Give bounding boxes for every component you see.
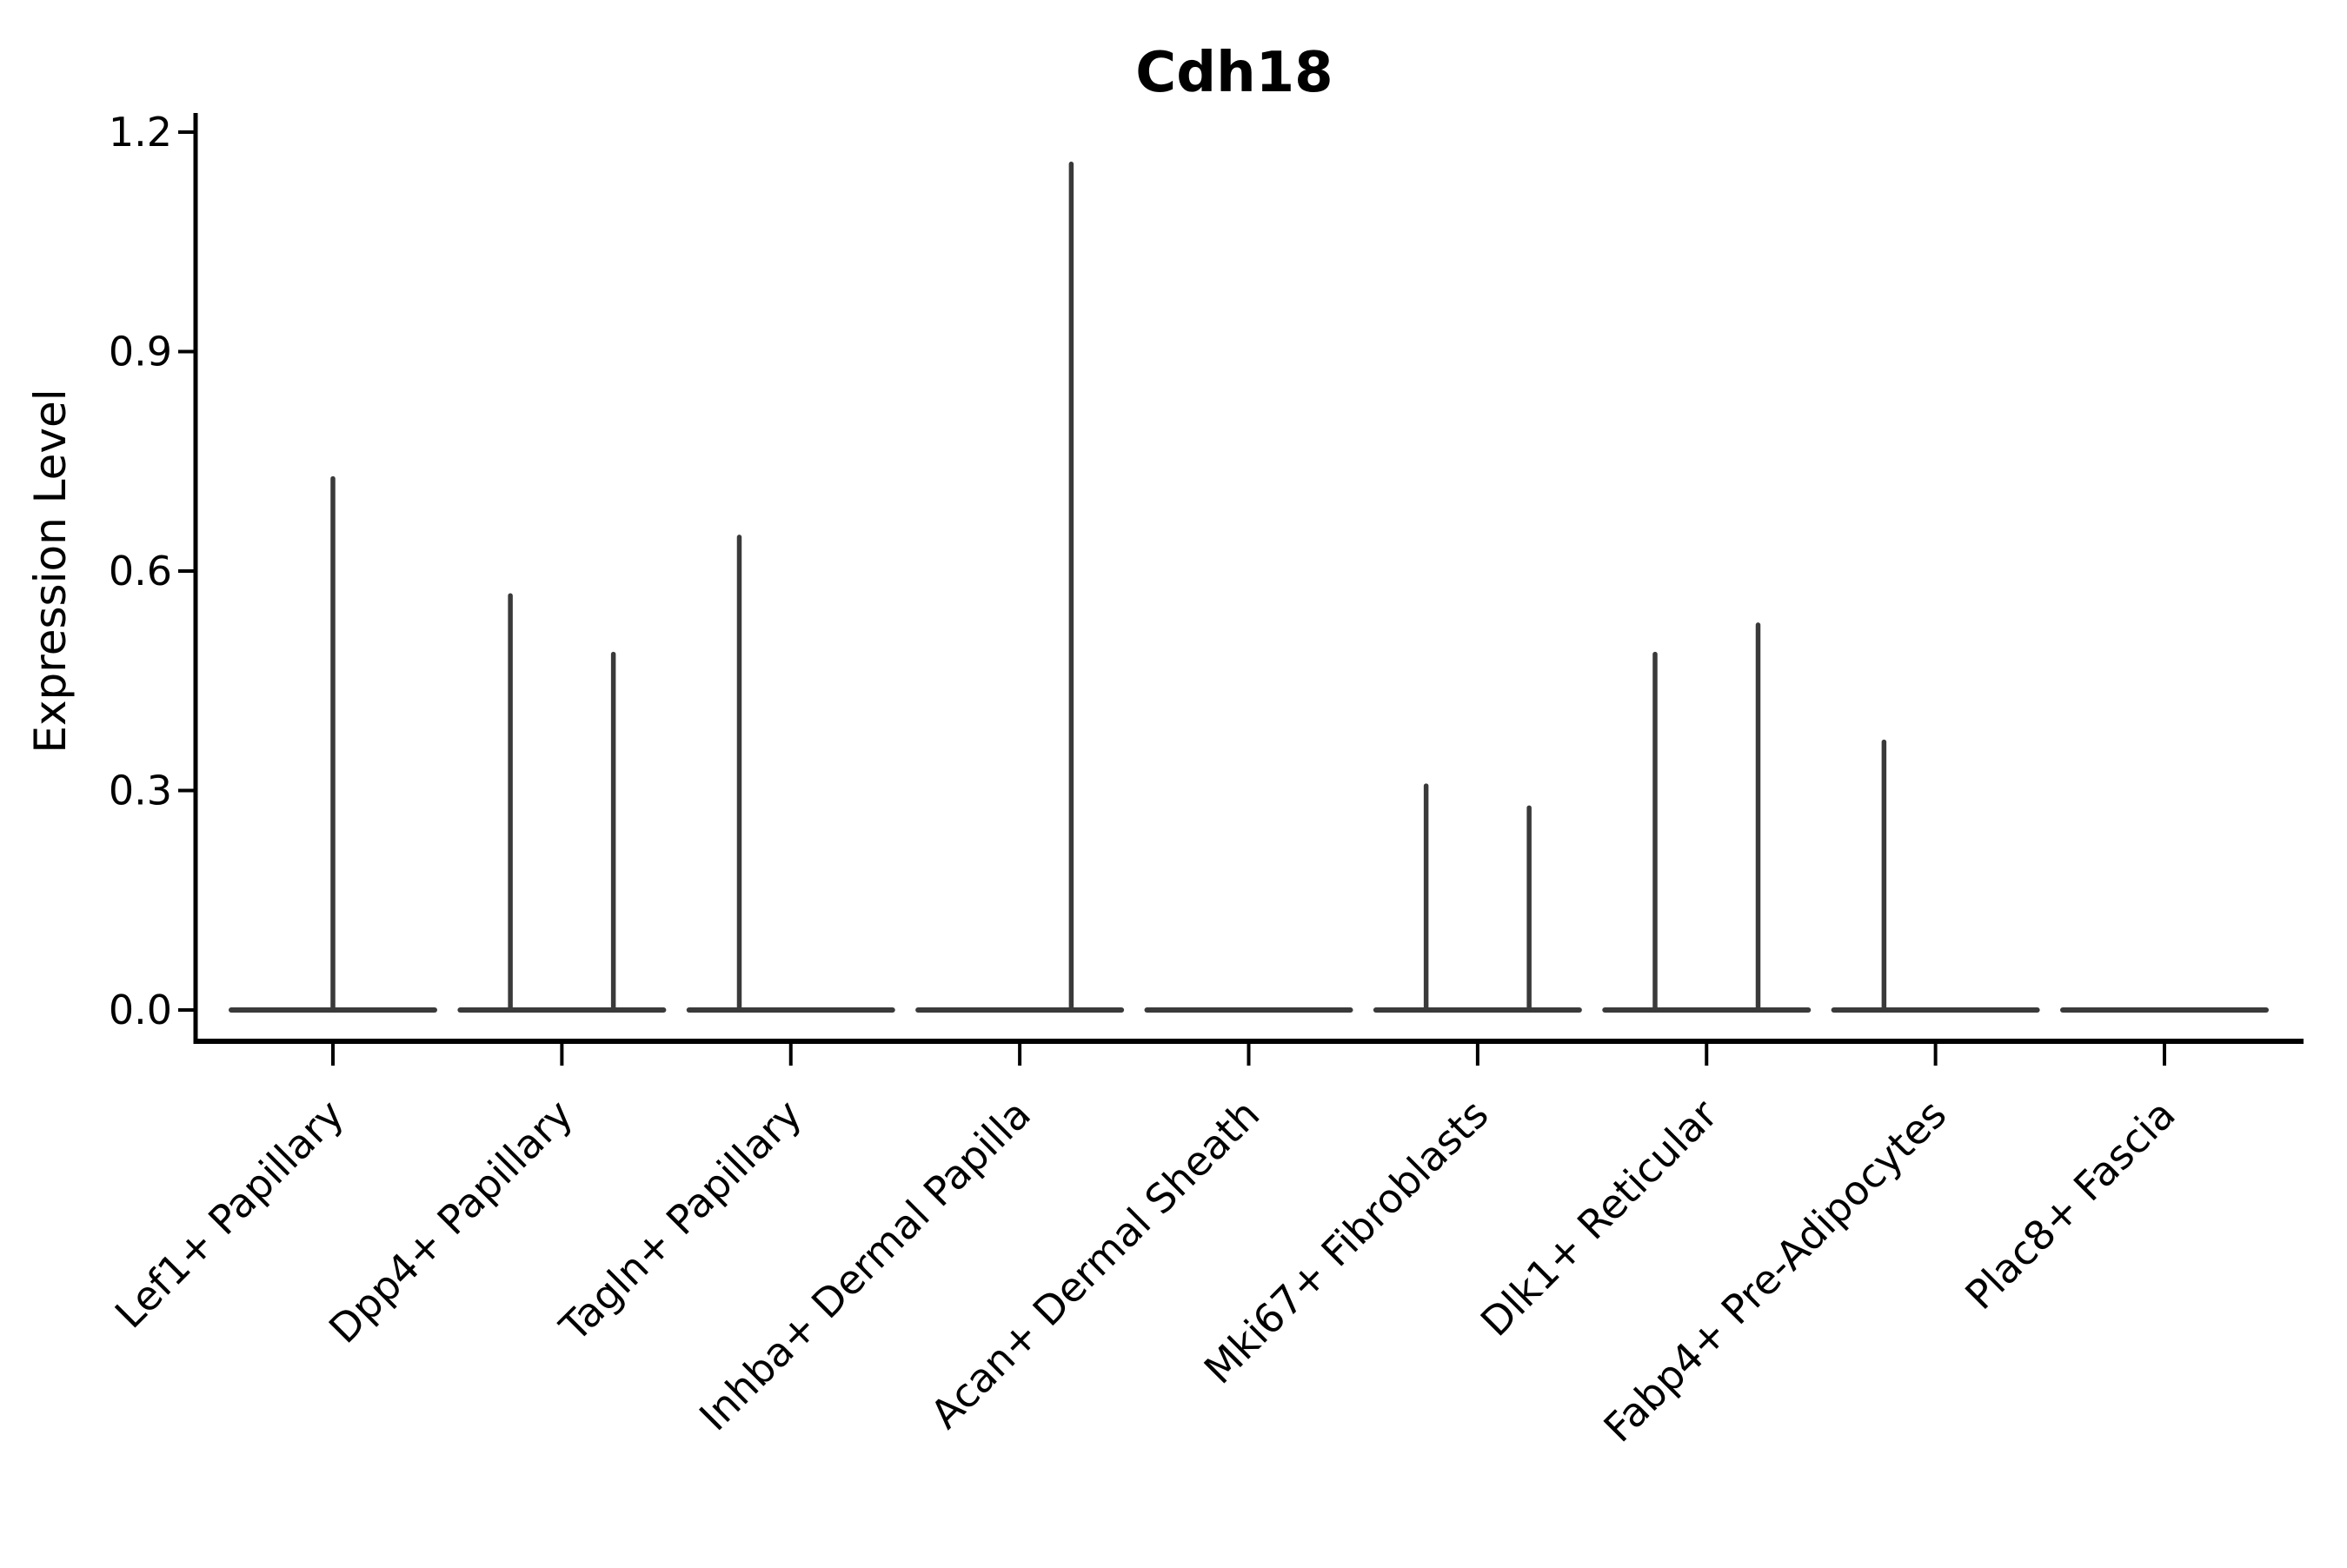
x-category-label: Tagln+ Papillary [550, 1091, 811, 1352]
y-tick-label: 0.6 [109, 548, 172, 595]
violin-3 [686, 535, 895, 1013]
x-category-label: Dlk1+ Reticular [1472, 1091, 1726, 1345]
violin-1 [229, 475, 437, 1013]
plot-title: Cdh18 [1135, 41, 1333, 105]
x-category-label: Lef1+ Papillary [106, 1091, 353, 1338]
y-tick-label: 1.2 [109, 109, 172, 156]
y-tick-label: 0.3 [109, 767, 172, 814]
y-tick-label: 0.0 [109, 987, 172, 1033]
violin-2 [457, 593, 667, 1013]
violin-series [229, 161, 2269, 1013]
x-category-label: Plac8+ Fascia [1956, 1091, 2184, 1319]
x-category-label: Dpp4+ Papillary [320, 1091, 582, 1352]
violin-7 [1602, 622, 1812, 1013]
y-tick-label: 0.9 [109, 328, 172, 375]
violin-8 [1831, 739, 2040, 1013]
violin-4 [915, 161, 1125, 1013]
y-axis: 0.0 0.3 0.6 0.9 1.2 [109, 109, 196, 1033]
violin-6 [1373, 783, 1582, 1013]
y-axis-label: Expression Level [25, 389, 76, 753]
